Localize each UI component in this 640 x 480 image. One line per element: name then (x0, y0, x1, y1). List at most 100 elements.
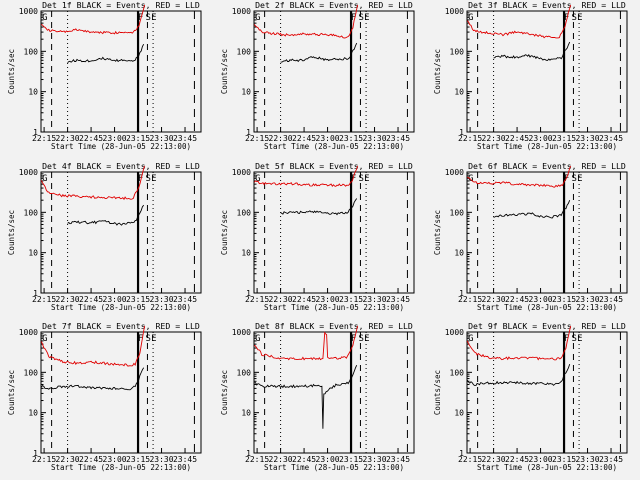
x-tick-label: 22:15 (32, 295, 56, 304)
chart-title: Det 3f BLACK = Events, RED = LLD (468, 0, 626, 10)
x-tick-label: 22:45 (79, 134, 103, 143)
y-tick-label: 10 (241, 249, 251, 258)
series-line-lld (466, 325, 572, 361)
x-tick-label: 22:45 (292, 295, 316, 304)
chart-panel-2: Det 2f BLACK = Events, RED = LLD 1 10 100 10… (220, 0, 415, 151)
x-tick-label: 22:30 (56, 455, 80, 464)
marker-label: E (577, 334, 582, 344)
y-tick-label: 1 (33, 128, 38, 137)
marker-label: G (255, 174, 260, 184)
x-axis-label: Start Time (28-Jun-05 22:13:00) (51, 463, 191, 472)
y-tick-label: 10 (28, 409, 38, 418)
x-tick-label: 23:30 (362, 455, 386, 464)
chart-title: Det 2f BLACK = Events, RED = LLD (255, 0, 413, 10)
marker-label: S (358, 13, 363, 23)
x-tick-label: 22:15 (32, 455, 56, 464)
x-tick-label: 23:15 (126, 134, 150, 143)
chart-panel-5: Det 5f BLACK = Events, RED = LLD 1 10 100 10… (220, 161, 415, 312)
x-tick-label: 22:30 (482, 134, 506, 143)
x-tick-label: 23:00 (103, 295, 127, 304)
x-tick-label: 23:15 (339, 295, 363, 304)
y-tick-label: 1000 (232, 7, 251, 16)
x-tick-label: 23:30 (362, 134, 386, 143)
y-axis-label: Counts/sec (220, 210, 229, 255)
x-tick-label: 23:45 (173, 455, 197, 464)
plot-frame (253, 10, 415, 133)
plot-frame (253, 171, 415, 294)
plot-frame (40, 171, 202, 294)
x-axis-label: Start Time (28-Jun-05 22:13:00) (264, 463, 404, 472)
x-tick-label: 22:15 (245, 134, 269, 143)
series-line-events (67, 204, 145, 226)
series-line-lld (253, 4, 359, 39)
series-line-lld (253, 165, 359, 188)
y-tick-label: 100 (237, 47, 252, 56)
marker-label: G (42, 13, 47, 23)
y-tick-label: 1000 (19, 7, 38, 16)
y-tick-label: 10 (454, 409, 464, 418)
x-tick-label: 23:30 (362, 295, 386, 304)
y-tick-label: 10 (241, 88, 251, 97)
x-tick-label: 23:00 (103, 455, 127, 464)
plot-frame (40, 10, 202, 133)
chart-title: Det 4f BLACK = Events, RED = LLD (42, 161, 200, 171)
chart-panel-6: Det 6f BLACK = Events, RED = LLD 1 10 100 10… (433, 161, 628, 312)
x-tick-label: 22:30 (269, 134, 293, 143)
y-tick-label: 10 (241, 409, 251, 418)
y-tick-label: 10 (28, 88, 38, 97)
y-tick-label: 100 (24, 208, 39, 217)
marker-label: E (151, 174, 156, 184)
series-line-lld (40, 325, 146, 367)
marker-label: G (468, 334, 473, 344)
x-tick-label: 22:15 (458, 295, 482, 304)
marker-label: S (571, 334, 576, 344)
marker-label: S (571, 174, 576, 184)
x-tick-label: 23:15 (126, 295, 150, 304)
x-tick-label: 23:30 (575, 455, 599, 464)
x-tick-label: 23:45 (386, 455, 410, 464)
x-tick-label: 23:30 (149, 455, 173, 464)
x-tick-label: 23:00 (529, 134, 553, 143)
y-tick-label: 1000 (19, 328, 38, 337)
plot-frame (466, 10, 628, 133)
marker-label: G (255, 13, 260, 23)
x-axis-label: Start Time (28-Jun-05 22:13:00) (51, 303, 191, 312)
marker-label: E (364, 13, 369, 23)
x-tick-label: 23:15 (552, 295, 576, 304)
marker-label: F (564, 13, 569, 23)
chart-panel-1: Det 1f BLACK = Events, RED = LLD 1 10 100 10… (7, 0, 202, 151)
x-tick-label: 22:30 (269, 455, 293, 464)
marker-label: G (42, 174, 47, 184)
marker-label: E (151, 13, 156, 23)
y-tick-label: 1 (459, 449, 464, 458)
y-tick-label: 1000 (19, 168, 38, 177)
y-tick-label: 10 (454, 88, 464, 97)
x-tick-label: 22:30 (56, 295, 80, 304)
marker-label: F (138, 334, 143, 344)
y-tick-label: 1 (33, 449, 38, 458)
x-tick-label: 22:15 (458, 134, 482, 143)
y-tick-label: 100 (237, 208, 252, 217)
series-line-events (67, 43, 145, 63)
chart-title: Det 9f BLACK = Events, RED = LLD (468, 321, 626, 331)
y-tick-label: 1000 (445, 168, 464, 177)
x-tick-label: 22:45 (505, 134, 529, 143)
series-line-lld (41, 4, 146, 35)
chart-panel-4: Det 4f BLACK = Events, RED = LLD 1 10 100 10… (7, 161, 202, 312)
y-tick-label: 1 (246, 289, 251, 298)
marker-label: G (42, 334, 47, 344)
series-line-lld (467, 165, 572, 188)
x-tick-label: 23:30 (149, 295, 173, 304)
y-axis-label: Counts/sec (7, 370, 16, 415)
x-tick-label: 22:45 (292, 455, 316, 464)
x-tick-label: 22:30 (482, 295, 506, 304)
chart-title: Det 5f BLACK = Events, RED = LLD (255, 161, 413, 171)
y-tick-label: 1 (459, 128, 464, 137)
x-tick-label: 22:30 (482, 455, 506, 464)
x-axis-label: Start Time (28-Jun-05 22:13:00) (477, 303, 617, 312)
chart-title: Det 8f BLACK = Events, RED = LLD (255, 321, 413, 331)
x-tick-label: 23:00 (316, 295, 340, 304)
chart-title: Det 1f BLACK = Events, RED = LLD (42, 0, 200, 10)
marker-label: F (351, 334, 356, 344)
chart-panel-9: Det 9f BLACK = Events, RED = LLD 1 10 100 10… (433, 321, 628, 472)
